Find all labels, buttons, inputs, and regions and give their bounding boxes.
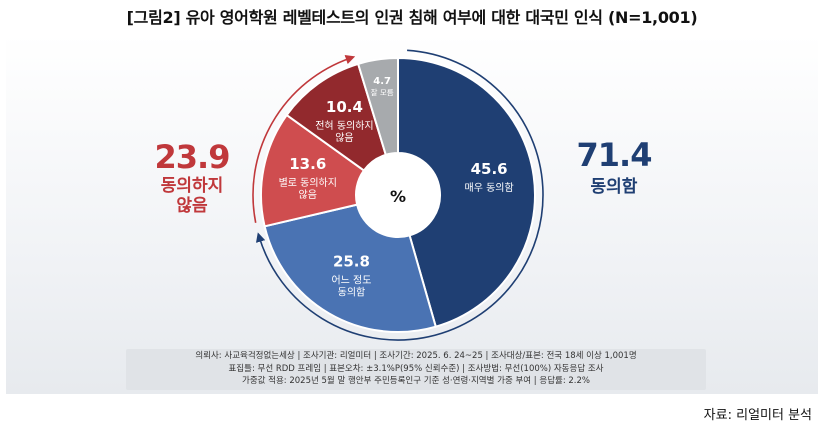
slice-label-0-0: 매우 동의함 [465, 182, 514, 194]
slice-value-4: 4.7 [373, 76, 391, 87]
disagree-label-line1: 동의하지 [160, 176, 224, 196]
bracket-layer [252, 49, 544, 341]
slice-label-2-0: 별로 동의하지 [279, 176, 337, 189]
slice-label-1-0: 어느 정도 [331, 274, 371, 286]
center-symbol: % [390, 187, 406, 206]
survey-info-line2: 표집틀: 무선 RDD 프레임 | 표본오차: ±3.1%P(95% 신뢰수준)… [228, 363, 604, 374]
slice-value-0: 45.6 [471, 160, 508, 178]
disagree-total: 23.9 [154, 138, 231, 176]
slice-label-1-1: 동의함 [338, 286, 366, 298]
donut-hole [356, 153, 440, 237]
slice-label-4-0: 잘 모름 [371, 88, 394, 97]
survey-info-box: 의뢰사: 사교육걱정없는세상 | 조사기관: 리얼미터 | 조사기간: 2025… [126, 349, 706, 390]
agree-bracket [256, 49, 544, 341]
disagree-bracket [252, 54, 356, 223]
slice-label-2-1: 않음 [299, 189, 317, 201]
disagree-label: 동의하지 않음 [132, 176, 252, 216]
slice-label-3-0: 전혀 동의하지 [315, 119, 373, 132]
slice-label-3-1: 않음 [335, 132, 353, 144]
agree-total: 71.4 [576, 136, 653, 174]
slice-value-3: 10.4 [326, 98, 363, 116]
survey-info-line3: 가중값 적용: 2025년 5월 말 행안부 주민등록인구 기준 성·연령·지역… [242, 376, 590, 386]
slice-value-2: 13.6 [289, 155, 326, 173]
survey-info-line1: 의뢰사: 사교육걱정없는세상 | 조사기관: 리얼미터 | 조사기간: 2025… [195, 351, 637, 361]
source-note: 자료: 리얼미터 분석 [703, 408, 812, 423]
disagree-label-line2: 않음 [176, 196, 208, 216]
donut-slice-1 [263, 203, 438, 333]
chart-panel: 45.6 매우 동의함 25.8 어느 정도 동의함 13.6 별로 동의하지 않음 10.4 전… [6, 34, 818, 394]
agree-label: 동의함 [590, 177, 638, 197]
slice-value-1: 25.8 [333, 252, 370, 270]
page-title: [그림2] 유아 영어학원 레벨테스트의 인권 침해 여부에 대한 대국민 인식… [126, 8, 698, 27]
